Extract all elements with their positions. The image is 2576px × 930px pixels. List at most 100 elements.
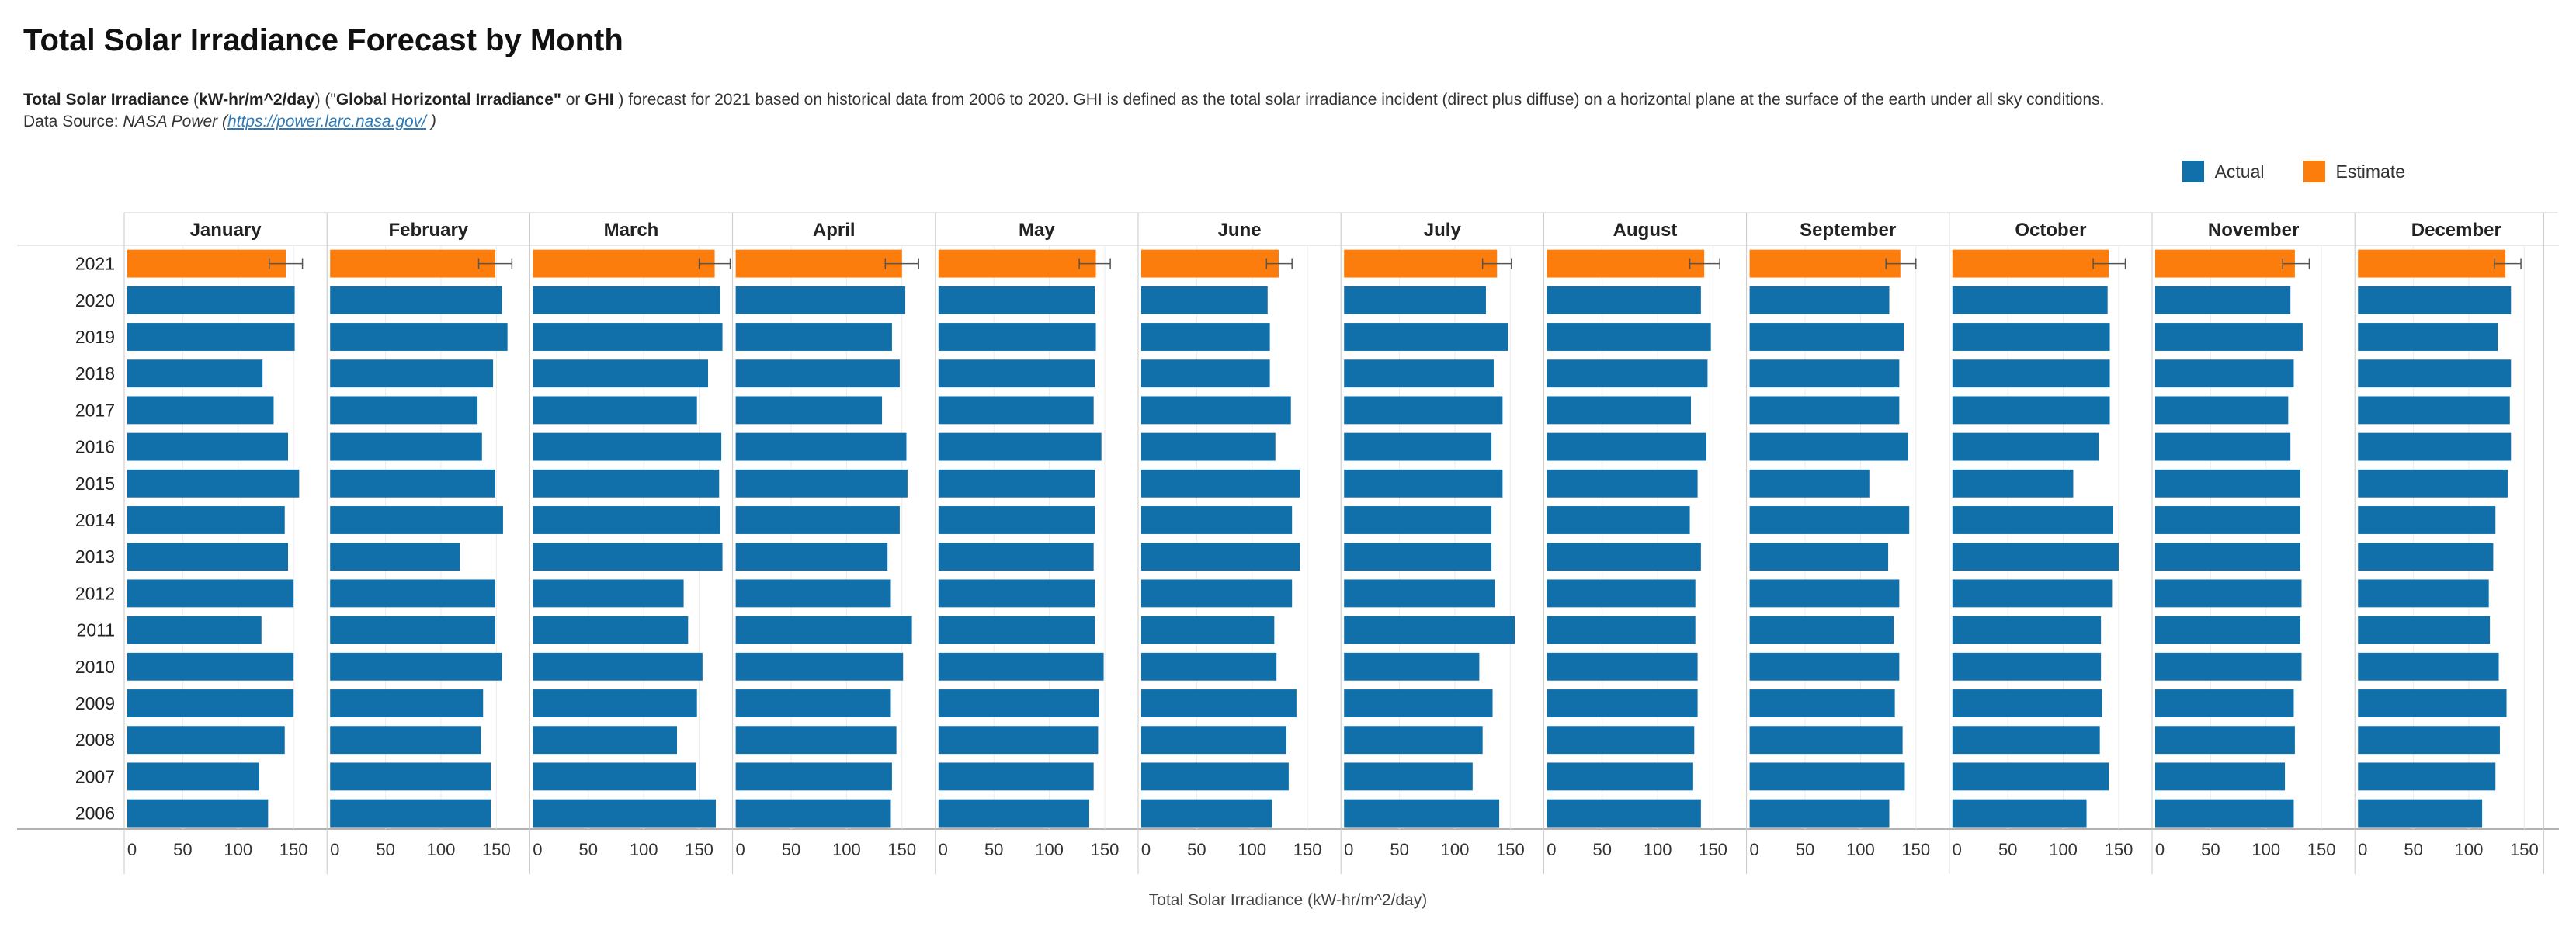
bar-actual (735, 726, 897, 755)
x-tick-label: 0 (1344, 840, 1353, 859)
bar-actual (533, 726, 678, 755)
bar-actual (1547, 762, 1693, 791)
bar-actual (938, 762, 1094, 791)
bar-actual (1952, 506, 2113, 534)
bar-actual (1547, 359, 1708, 388)
bar-actual (2358, 506, 2496, 534)
bar-actual (2155, 359, 2294, 388)
desc-bold-units: kW-hr/m^2/day (199, 91, 315, 109)
source-name: NASA Power (123, 113, 218, 130)
bar-actual (330, 762, 491, 791)
desc-text-c: or (561, 91, 585, 109)
bar-actual (1749, 469, 1870, 498)
bar-actual (735, 579, 891, 608)
x-tick-label: 0 (939, 840, 948, 859)
bar-actual (938, 469, 1095, 498)
x-tick-label: 100 (1441, 840, 1470, 859)
bar-actual (533, 432, 722, 461)
bar-actual (127, 432, 289, 461)
bar-estimate (1141, 249, 1279, 278)
x-tick-label: 150 (482, 840, 511, 859)
legend: Actual Estimate (2182, 161, 2405, 182)
x-tick-label: 150 (887, 840, 916, 859)
bar-actual (533, 799, 716, 828)
bar-actual (127, 689, 294, 717)
bar-actual (127, 506, 285, 534)
month-header-august: August (1613, 220, 1678, 241)
bar-actual (1344, 323, 1508, 351)
bar-actual (938, 616, 1095, 644)
x-tick-label: 100 (427, 840, 456, 859)
bar-actual (1141, 616, 1275, 644)
bar-actual (2358, 432, 2512, 461)
source-link[interactable]: https://power.larc.nasa.gov/ (227, 113, 427, 130)
bar-actual (127, 543, 289, 571)
year-label: 2008 (75, 730, 115, 750)
x-tick-label: 50 (173, 840, 192, 859)
bar-actual (2155, 652, 2302, 681)
bar-actual (1344, 579, 1495, 608)
bar-estimate (1344, 249, 1498, 278)
bar-actual (1749, 616, 1894, 644)
bar-actual (1547, 286, 1701, 314)
bar-actual (330, 689, 484, 717)
x-tick-label: 50 (1998, 840, 2017, 859)
year-label: 2017 (75, 400, 115, 420)
x-tick-label: 150 (279, 840, 308, 859)
bar-actual (1952, 359, 2110, 388)
bar-actual (1141, 432, 1276, 461)
bar-actual (330, 432, 482, 461)
legend-item-estimate[interactable]: Estimate (2303, 161, 2405, 182)
bar-actual (2358, 579, 2489, 608)
bar-actual (533, 506, 720, 534)
bar-actual (2155, 286, 2291, 314)
year-label: 2020 (75, 290, 115, 311)
month-header-april: April (813, 220, 856, 241)
bar-actual (1344, 359, 1494, 388)
bar-actual (533, 286, 720, 314)
bar-actual (1952, 799, 2087, 828)
bar-actual (1952, 579, 2113, 608)
x-axis-title: Total Solar Irradiance (kW-hr/m^2/day) (1148, 891, 1428, 909)
year-label: 2013 (75, 547, 115, 567)
x-tick-label: 50 (984, 840, 1003, 859)
bar-estimate (735, 249, 902, 278)
bar-actual (330, 652, 502, 681)
bar-actual (127, 652, 294, 681)
bar-actual (1547, 652, 1698, 681)
desc-bold-tsi: Total Solar Irradiance (23, 91, 189, 109)
bar-actual (938, 359, 1095, 388)
bar-actual (735, 323, 892, 351)
bar-estimate (127, 249, 286, 278)
x-tick-label: 50 (1390, 840, 1408, 859)
bar-actual (735, 799, 891, 828)
bar-actual (1344, 652, 1480, 681)
bar-actual (1749, 506, 1910, 534)
bar-actual (1141, 323, 1270, 351)
bar-actual (1952, 323, 2110, 351)
x-tick-label: 0 (1547, 840, 1556, 859)
x-tick-label: 0 (2155, 840, 2165, 859)
bar-actual (2358, 359, 2512, 388)
bar-actual (2155, 689, 2294, 717)
bar-actual (2155, 616, 2301, 644)
legend-item-actual[interactable]: Actual (2182, 161, 2265, 182)
bar-actual (1547, 323, 1711, 351)
x-tick-label: 100 (224, 840, 252, 859)
bar-actual (1749, 799, 1890, 828)
x-tick-label: 150 (1699, 840, 1727, 859)
month-header-september: September (1800, 220, 1896, 241)
bar-actual (1344, 762, 1473, 791)
bar-actual (330, 579, 495, 608)
source-close: ) (426, 113, 436, 130)
desc-text-a: ( (189, 91, 200, 109)
x-tick-label: 150 (685, 840, 713, 859)
bar-actual (938, 323, 1096, 351)
x-tick-label: 150 (1091, 840, 1120, 859)
bar-actual (2155, 396, 2289, 425)
bar-actual (330, 323, 508, 351)
x-tick-label: 150 (1901, 840, 1930, 859)
bar-estimate (533, 249, 715, 278)
bar-actual (1344, 506, 1492, 534)
